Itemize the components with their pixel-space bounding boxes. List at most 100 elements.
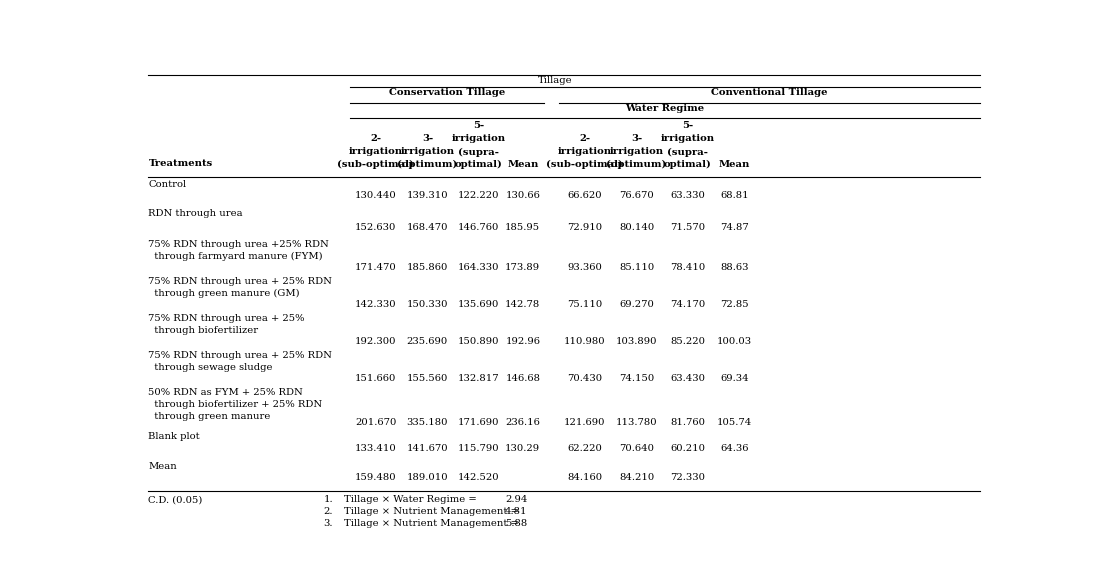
Text: Water Regime: Water Regime [626,103,705,113]
Text: 50% RDN as FYM + 25% RDN: 50% RDN as FYM + 25% RDN [148,387,303,397]
Text: (supra-: (supra- [668,147,708,157]
Text: (optimum): (optimum) [397,160,457,169]
Text: 142.520: 142.520 [457,473,500,482]
Text: 146.760: 146.760 [457,223,500,232]
Text: 159.480: 159.480 [355,473,396,482]
Text: 121.690: 121.690 [564,419,605,427]
Text: 133.410: 133.410 [355,444,396,453]
Text: 192.300: 192.300 [355,337,396,346]
Text: Mean: Mean [719,160,750,168]
Text: 142.330: 142.330 [355,300,396,309]
Text: 3.: 3. [324,519,333,528]
Text: 3-: 3- [631,134,642,143]
Text: 103.890: 103.890 [615,337,658,346]
Text: 115.790: 115.790 [457,444,500,453]
Text: Tillage × Water Regime =: Tillage × Water Regime = [345,495,477,504]
Text: irrigation: irrigation [348,147,403,157]
Text: Tillage × Nutrient Management =: Tillage × Nutrient Management = [345,519,520,528]
Text: irrigation: irrigation [401,147,454,157]
Text: 2-: 2- [579,134,590,143]
Text: 72.910: 72.910 [568,223,602,232]
Text: 75% RDN through urea + 25%: 75% RDN through urea + 25% [148,314,305,323]
Text: 335.180: 335.180 [406,419,449,427]
Text: 80.140: 80.140 [619,223,654,232]
Text: 75.110: 75.110 [568,300,602,309]
Text: 152.630: 152.630 [355,223,396,232]
Text: 132.817: 132.817 [457,374,500,383]
Text: 135.690: 135.690 [457,300,500,309]
Text: 76.670: 76.670 [619,191,654,200]
Text: 72.85: 72.85 [720,300,749,309]
Text: RDN through urea: RDN through urea [148,209,243,218]
Text: 2.: 2. [324,507,333,517]
Text: 74.87: 74.87 [720,223,749,232]
Text: 88.63: 88.63 [720,263,749,272]
Text: 236.16: 236.16 [505,419,540,427]
Text: 155.560: 155.560 [406,374,449,383]
Text: 1.: 1. [324,495,333,504]
Text: 75% RDN through urea + 25% RDN: 75% RDN through urea + 25% RDN [148,350,333,360]
Text: 105.74: 105.74 [717,419,752,427]
Text: (sub-optimal): (sub-optimal) [546,160,623,169]
Text: Treatments: Treatments [148,160,213,168]
Text: 2-: 2- [370,134,381,143]
Text: 81.760: 81.760 [670,419,706,427]
Text: 68.81: 68.81 [720,191,749,200]
Text: 72.330: 72.330 [670,473,706,482]
Text: (supra-: (supra- [459,147,499,157]
Text: 85.110: 85.110 [619,263,654,272]
Text: Mean: Mean [148,461,177,471]
Text: 75% RDN through urea +25% RDN: 75% RDN through urea +25% RDN [148,240,329,249]
Text: Mean: Mean [508,160,539,168]
Text: 3-: 3- [422,134,433,143]
Text: 78.410: 78.410 [670,263,706,272]
Text: 141.670: 141.670 [406,444,449,453]
Text: 150.890: 150.890 [457,337,500,346]
Text: 130.29: 130.29 [505,444,540,453]
Text: Tillage × Nutrient Management =: Tillage × Nutrient Management = [345,507,520,517]
Text: 151.660: 151.660 [355,374,396,383]
Text: 201.670: 201.670 [355,419,396,427]
Text: 71.570: 71.570 [670,223,706,232]
Text: 63.330: 63.330 [670,191,706,200]
Text: 62.220: 62.220 [568,444,602,453]
Text: 185.860: 185.860 [406,263,449,272]
Text: optimal): optimal) [454,160,502,169]
Text: 113.780: 113.780 [615,419,658,427]
Text: Control: Control [148,180,187,189]
Text: 2.94: 2.94 [505,495,528,504]
Text: 66.620: 66.620 [568,191,602,200]
Text: 192.96: 192.96 [505,337,540,346]
Text: 5.88: 5.88 [505,519,528,528]
Text: 100.03: 100.03 [717,337,752,346]
Text: 110.980: 110.980 [564,337,605,346]
Text: 60.210: 60.210 [670,444,706,453]
Text: irrigation: irrigation [661,134,715,143]
Text: irrigation: irrigation [452,134,505,143]
Text: optimal): optimal) [663,160,711,169]
Text: Tillage: Tillage [538,76,572,85]
Text: 235.690: 235.690 [406,337,449,346]
Text: irrigation: irrigation [610,147,663,157]
Text: through biofertilizer: through biofertilizer [148,326,258,335]
Text: 173.89: 173.89 [505,263,540,272]
Text: through sewage sludge: through sewage sludge [148,363,273,372]
Text: 69.34: 69.34 [720,374,749,383]
Text: 142.78: 142.78 [505,300,541,309]
Text: C.D. (0.05): C.D. (0.05) [148,495,203,504]
Text: 5-: 5- [473,122,484,130]
Text: 84.160: 84.160 [568,473,602,482]
Text: through biofertilizer + 25% RDN: through biofertilizer + 25% RDN [148,400,323,409]
Text: 75% RDN through urea + 25% RDN: 75% RDN through urea + 25% RDN [148,277,333,286]
Text: 150.330: 150.330 [406,300,449,309]
Text: 4.81: 4.81 [505,507,528,517]
Text: through green manure (GM): through green manure (GM) [148,289,301,298]
Text: (optimum): (optimum) [607,160,667,169]
Text: (sub-optimal): (sub-optimal) [337,160,414,169]
Text: irrigation: irrigation [558,147,612,157]
Text: 69.270: 69.270 [619,300,654,309]
Text: 122.220: 122.220 [457,191,500,200]
Text: Conservation Tillage: Conservation Tillage [388,88,505,97]
Text: Conventional Tillage: Conventional Tillage [711,88,828,97]
Text: 5-: 5- [682,122,693,130]
